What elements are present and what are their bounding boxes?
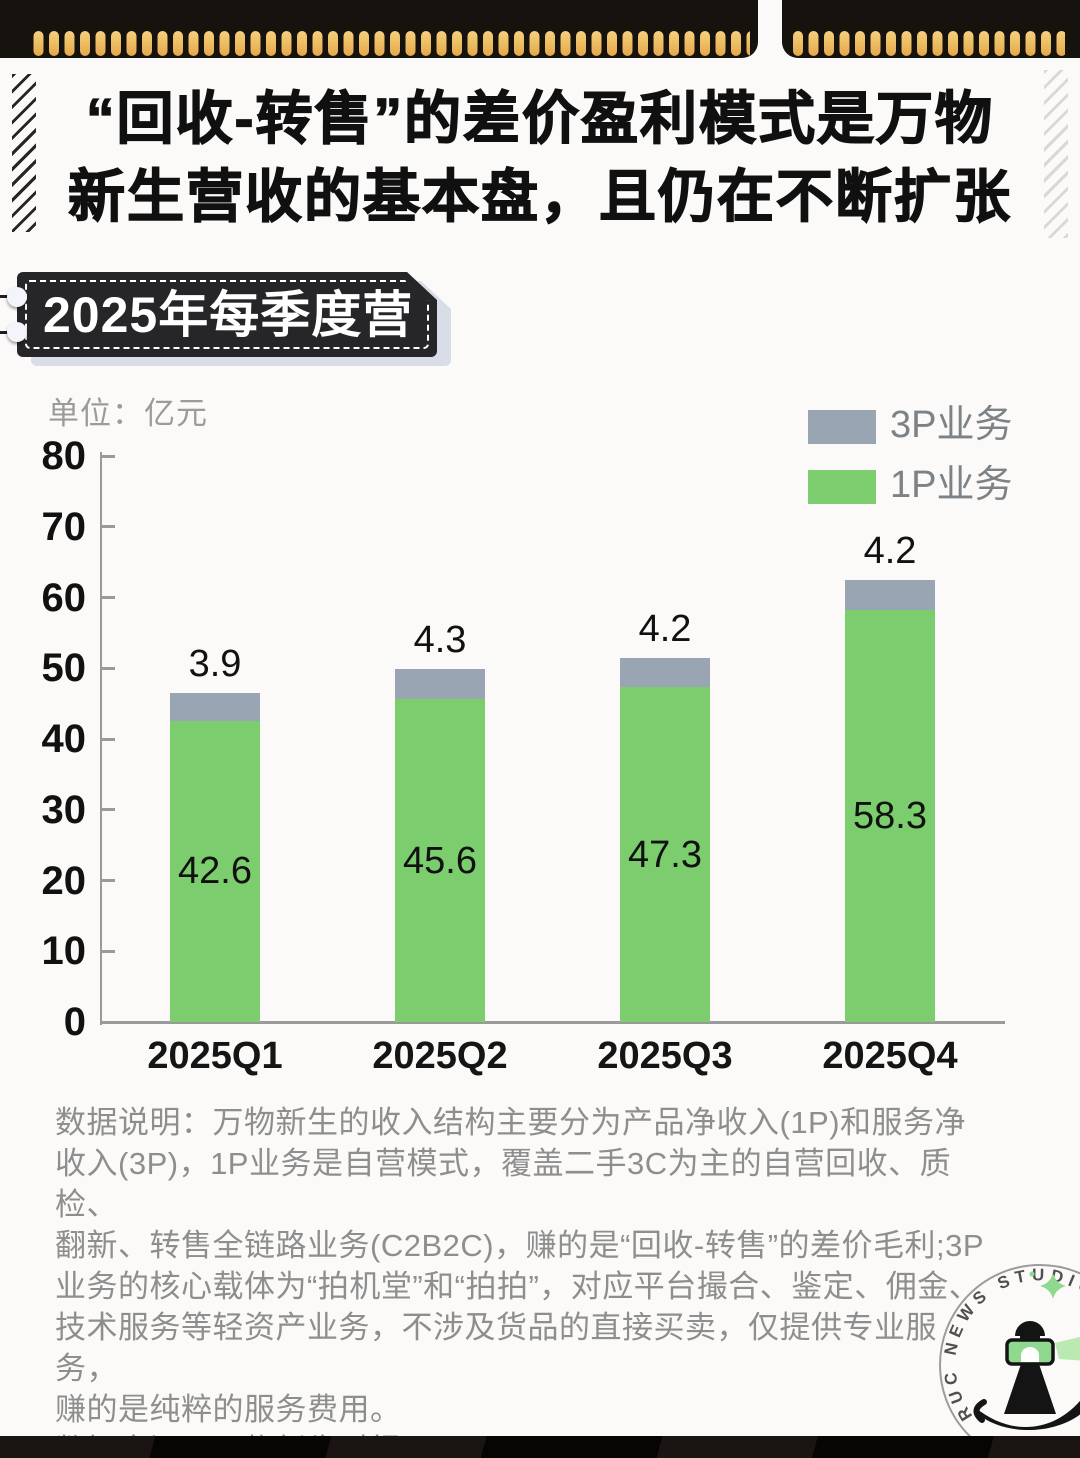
legend-label-1p: 1P业务 bbox=[890, 464, 1013, 506]
badge-dashed-border bbox=[25, 280, 429, 349]
footnote-line: 技术服务等轻资产业务，不涉及货品的直接买卖，仅提供专业服务， bbox=[55, 1310, 937, 1386]
bar-segment-1p bbox=[395, 699, 485, 1022]
bar-segment-3p bbox=[845, 579, 935, 610]
y-axis-label: 70 bbox=[41, 504, 87, 549]
value-label-3p: 4.2 bbox=[863, 529, 917, 572]
page-title-line1: “回收-转售”的差价盈利模式是万物 bbox=[85, 86, 994, 151]
y-tick bbox=[101, 525, 115, 529]
y-axis-label: 30 bbox=[41, 787, 87, 832]
y-tick bbox=[101, 454, 115, 458]
footnote-line: 业务的核心载体为“拍机堂”和“拍拍”，对应平台撮合、鉴定、佣金、 bbox=[55, 1269, 981, 1304]
page-title-line2: 新生营收的基本盘，且仍在不断扩张 bbox=[67, 164, 1012, 229]
lighthouse-icon bbox=[973, 1321, 1080, 1431]
badge-pin-top bbox=[7, 287, 27, 307]
x-axis-label: 2025Q4 bbox=[822, 1035, 958, 1077]
x-axis-label: 2025Q2 bbox=[372, 1035, 508, 1077]
y-axis-label: 40 bbox=[41, 717, 87, 761]
legend-label-3p: 3P业务 bbox=[890, 404, 1013, 446]
sparkle-dot bbox=[1029, 1271, 1035, 1277]
footnote-block: 数据说明：万物新生的收入结构主要分为产品净收入(1P)和服务净 收入(3P)，1… bbox=[55, 1102, 985, 1458]
bar-segment-3p bbox=[395, 668, 485, 700]
y-tick bbox=[101, 879, 115, 882]
hatch-decoration-right bbox=[1044, 70, 1068, 238]
footnote-line: 赚的是纯粹的服务费用。 bbox=[55, 1392, 402, 1427]
value-label-3p: 3.9 bbox=[188, 643, 242, 685]
top-perforated-strip bbox=[0, 0, 1080, 60]
sparkle-icon bbox=[1040, 1273, 1066, 1299]
x-axis-line bbox=[100, 1021, 1005, 1024]
chart-title: 2025年每季度营收 bbox=[43, 287, 414, 429]
y-tick bbox=[101, 808, 115, 812]
x-axis-label: 2025Q1 bbox=[147, 1035, 283, 1077]
bar-segment-3p bbox=[620, 657, 710, 688]
chart-title-badge: 2025年每季度营收 bbox=[7, 272, 437, 357]
bar-segment-1p bbox=[620, 687, 710, 1022]
y-axis-label: 10 bbox=[41, 929, 87, 974]
lighthouse-beam bbox=[1055, 1336, 1080, 1361]
value-label-1p: 58.3 bbox=[853, 794, 927, 837]
page-title: “回收-转售”的差价盈利模式是万物 新生营收的基本盘，且仍在不断扩张 bbox=[0, 80, 1080, 236]
legend-swatch-1p bbox=[808, 470, 876, 504]
value-label-3p: 4.3 bbox=[413, 618, 467, 661]
bottom-black-band bbox=[0, 1436, 1080, 1458]
studio-logo: RUC NEWS STUDIO bbox=[939, 1264, 1080, 1458]
value-label-1p: 47.3 bbox=[628, 833, 702, 876]
logo-circle bbox=[939, 1264, 1080, 1458]
footnote-line: 数据说明：万物新生的收入结构主要分为产品净收入(1P)和服务净 bbox=[55, 1105, 967, 1140]
legend-swatch-3p bbox=[808, 410, 876, 444]
gold-perforations-right bbox=[793, 0, 1065, 60]
bar-segment-1p bbox=[170, 720, 260, 1022]
y-axis-label: 20 bbox=[41, 858, 87, 903]
hatch-decoration-left bbox=[12, 74, 36, 232]
badge-body: 2025年每季度营收 bbox=[17, 272, 437, 357]
bar-segment-1p bbox=[845, 609, 935, 1022]
bar-segment-3p bbox=[170, 693, 260, 721]
y-axis-label: 60 bbox=[41, 575, 87, 620]
x-axis-label: 2025Q3 bbox=[597, 1035, 733, 1077]
footnote-line: 收入(3P)，1P业务是自营模式，覆盖二手3C为主的自营回收、质检、 bbox=[55, 1146, 952, 1222]
y-axis-label: 0 bbox=[63, 1000, 86, 1044]
value-label-3p: 4.2 bbox=[638, 607, 692, 650]
y-tick bbox=[101, 949, 115, 953]
badge-pin-bottom bbox=[7, 322, 27, 342]
value-label-1p: 42.6 bbox=[178, 850, 252, 893]
y-tick bbox=[101, 666, 115, 670]
y-axis-label: 50 bbox=[41, 646, 87, 691]
gold-perforations-left bbox=[33, 0, 750, 60]
unit-label: 单位：亿元 bbox=[48, 396, 208, 431]
y-tick bbox=[101, 737, 115, 741]
y-axis-label: 80 bbox=[41, 434, 87, 478]
y-tick bbox=[101, 596, 115, 599]
value-label-1p: 45.6 bbox=[403, 839, 477, 882]
footnote-line: 翻新、转售全链路业务(C2B2C)，赚的是“回收-转售”的差价毛利;3P bbox=[55, 1228, 985, 1263]
